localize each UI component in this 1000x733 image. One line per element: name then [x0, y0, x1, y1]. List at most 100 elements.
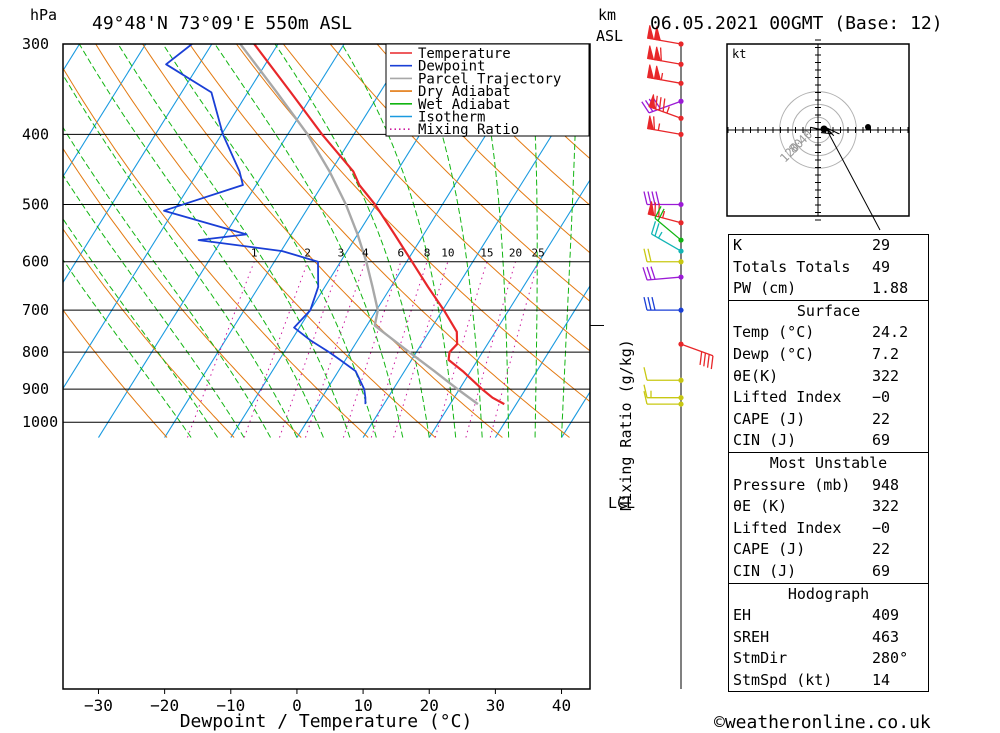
- pressure-tick-label: 500: [22, 195, 49, 213]
- hodograph-leader: [827, 131, 881, 231]
- wind-barb: [643, 384, 684, 401]
- mixing-ratio-tick-label: 20: [509, 247, 522, 260]
- index-label: Dewp (°C): [733, 344, 815, 363]
- legend-entry: Temperature: [418, 46, 511, 62]
- indices-row: PW (cm) 1.88: [729, 278, 928, 300]
- copyright: ©weatheronline.co.uk: [714, 712, 931, 733]
- index-value: 49: [872, 257, 891, 276]
- index-value: 24.2: [872, 323, 909, 342]
- surface-title: Surface: [729, 299, 928, 323]
- isotherm-line: [63, 44, 147, 178]
- index-value: 322: [872, 497, 900, 516]
- index-label: EH: [733, 606, 752, 625]
- pressure-tick-label: 1000: [22, 413, 58, 431]
- wet-adiabat-line: [561, 44, 578, 438]
- mixing-ratio-tick-label: 3: [338, 247, 345, 260]
- index-label: CIN (J): [733, 431, 797, 450]
- index-label: CIN (J): [733, 561, 797, 580]
- index-value: −0: [872, 388, 891, 407]
- index-label: Pressure (mb): [733, 475, 851, 494]
- index-label: CAPE (J): [733, 540, 806, 559]
- mixing-ratio-tick-label: 25: [532, 247, 545, 260]
- pressure-tick-label: 300: [22, 35, 49, 53]
- wet-adiabat-line: [63, 73, 298, 438]
- legend-entry: Mixing Ratio: [418, 122, 519, 138]
- x-tick-label: 40: [552, 696, 571, 715]
- mixing-ratio-tick-label: 4: [362, 247, 369, 260]
- hodograph-trace: [810, 126, 840, 137]
- legend-entry: Dewpoint: [418, 59, 485, 75]
- mixing-ratio-line: [279, 261, 342, 438]
- wet-adiabat-line: [63, 126, 271, 438]
- index-value: 463: [872, 627, 900, 646]
- indices-row: K 29: [729, 235, 928, 257]
- isotherm-line: [0, 44, 13, 438]
- index-value: 948: [872, 475, 900, 494]
- index-label: Lifted Index: [733, 388, 842, 407]
- wet-adiabat-line: [63, 217, 219, 438]
- wind-barb: [654, 206, 684, 243]
- pressure-tick-label: 800: [22, 343, 49, 361]
- index-value: 409: [872, 606, 900, 625]
- legend-entry: Parcel Trajectory: [418, 71, 561, 87]
- dry-adiabat-line: [189, 44, 570, 438]
- mixing-ratio-line: [465, 261, 516, 438]
- most-unstable-row: θE (K) 322: [729, 496, 928, 518]
- index-label: StmSpd (kt): [733, 670, 833, 689]
- unit-asl: ASL: [596, 27, 623, 45]
- index-value: 29: [872, 236, 891, 254]
- wet-adiabat-line: [162, 44, 377, 438]
- wet-adiabat-line: [528, 44, 538, 438]
- most-unstable-row: Lifted Index −0: [729, 518, 928, 540]
- isotherm-line: [164, 44, 411, 438]
- wind-barb: [650, 221, 684, 254]
- most-unstable-row: CIN (J) 69: [729, 561, 928, 583]
- surface-row: θE(K) 322: [729, 366, 928, 388]
- mixing-ratio-line: [187, 261, 255, 438]
- mixing-ratio-tick-label: 2: [304, 247, 311, 260]
- index-value: 1.88: [872, 279, 909, 298]
- mixing-ratio-tick-label: 15: [480, 247, 493, 260]
- indices-panel: K 29 Totals Totals 49 PW (cm) 1.88 Surface Te…: [728, 234, 929, 693]
- dry-adiabat-line: [235, 44, 590, 403]
- dry-adiabat-line: [470, 44, 590, 160]
- wind-barb: [643, 297, 684, 313]
- isotherm-line: [428, 178, 590, 438]
- dry-adiabat-line: [376, 44, 590, 254]
- mixing-ratio-line: [393, 261, 449, 438]
- dry-adiabat-line: [63, 228, 235, 438]
- x-tick-label: −10: [216, 696, 245, 715]
- index-label: K: [733, 236, 743, 254]
- wet-adiabat-line: [274, 44, 430, 438]
- index-label: θE(K): [733, 366, 779, 385]
- pressure-tick-label: 600: [22, 253, 49, 271]
- x-tick-label: 10: [353, 696, 372, 715]
- dry-adiabat-line: [63, 309, 168, 438]
- pressure-tick-label: 900: [22, 380, 49, 398]
- indices-row: Totals Totals 49: [729, 257, 928, 279]
- index-label: Lifted Index: [733, 518, 842, 537]
- x-tick-label: 20: [420, 696, 439, 715]
- surface-row: Dewp (°C) 7.2: [729, 344, 928, 366]
- dry-adiabat-line: [63, 147, 302, 438]
- mixing-ratio-tick-label: 8: [424, 247, 431, 260]
- mixing-ratio-line: [305, 261, 366, 438]
- index-label: Totals Totals: [733, 257, 851, 276]
- index-value: 322: [872, 366, 900, 385]
- index-value: 22: [872, 409, 891, 428]
- mixing-ratio-line: [489, 261, 539, 438]
- surface-row: CIN (J) 69: [729, 430, 928, 452]
- plot-frame: [62, 43, 591, 690]
- mixing-ratio-axis-label: Mixing Ratio (g/kg): [617, 339, 635, 511]
- datetime-title: 06.05.2021 00GMT (Base: 12): [650, 13, 943, 34]
- pressure-tick-label: 400: [22, 125, 49, 143]
- wet-adiabat-line: [63, 174, 245, 438]
- wind-barb: [648, 94, 684, 121]
- index-label: Temp (°C): [733, 323, 815, 342]
- surface-row: Temp (°C) 24.2: [729, 322, 928, 344]
- x-axis-label: Dewpoint / Temperature (°C): [180, 711, 473, 732]
- mixing-ratio-line: [434, 261, 488, 438]
- legend-entry: Dry Adiabat: [418, 84, 511, 100]
- hodograph-row: StmSpd (kt) 14: [729, 670, 928, 692]
- x-tick-label: 0: [292, 696, 302, 715]
